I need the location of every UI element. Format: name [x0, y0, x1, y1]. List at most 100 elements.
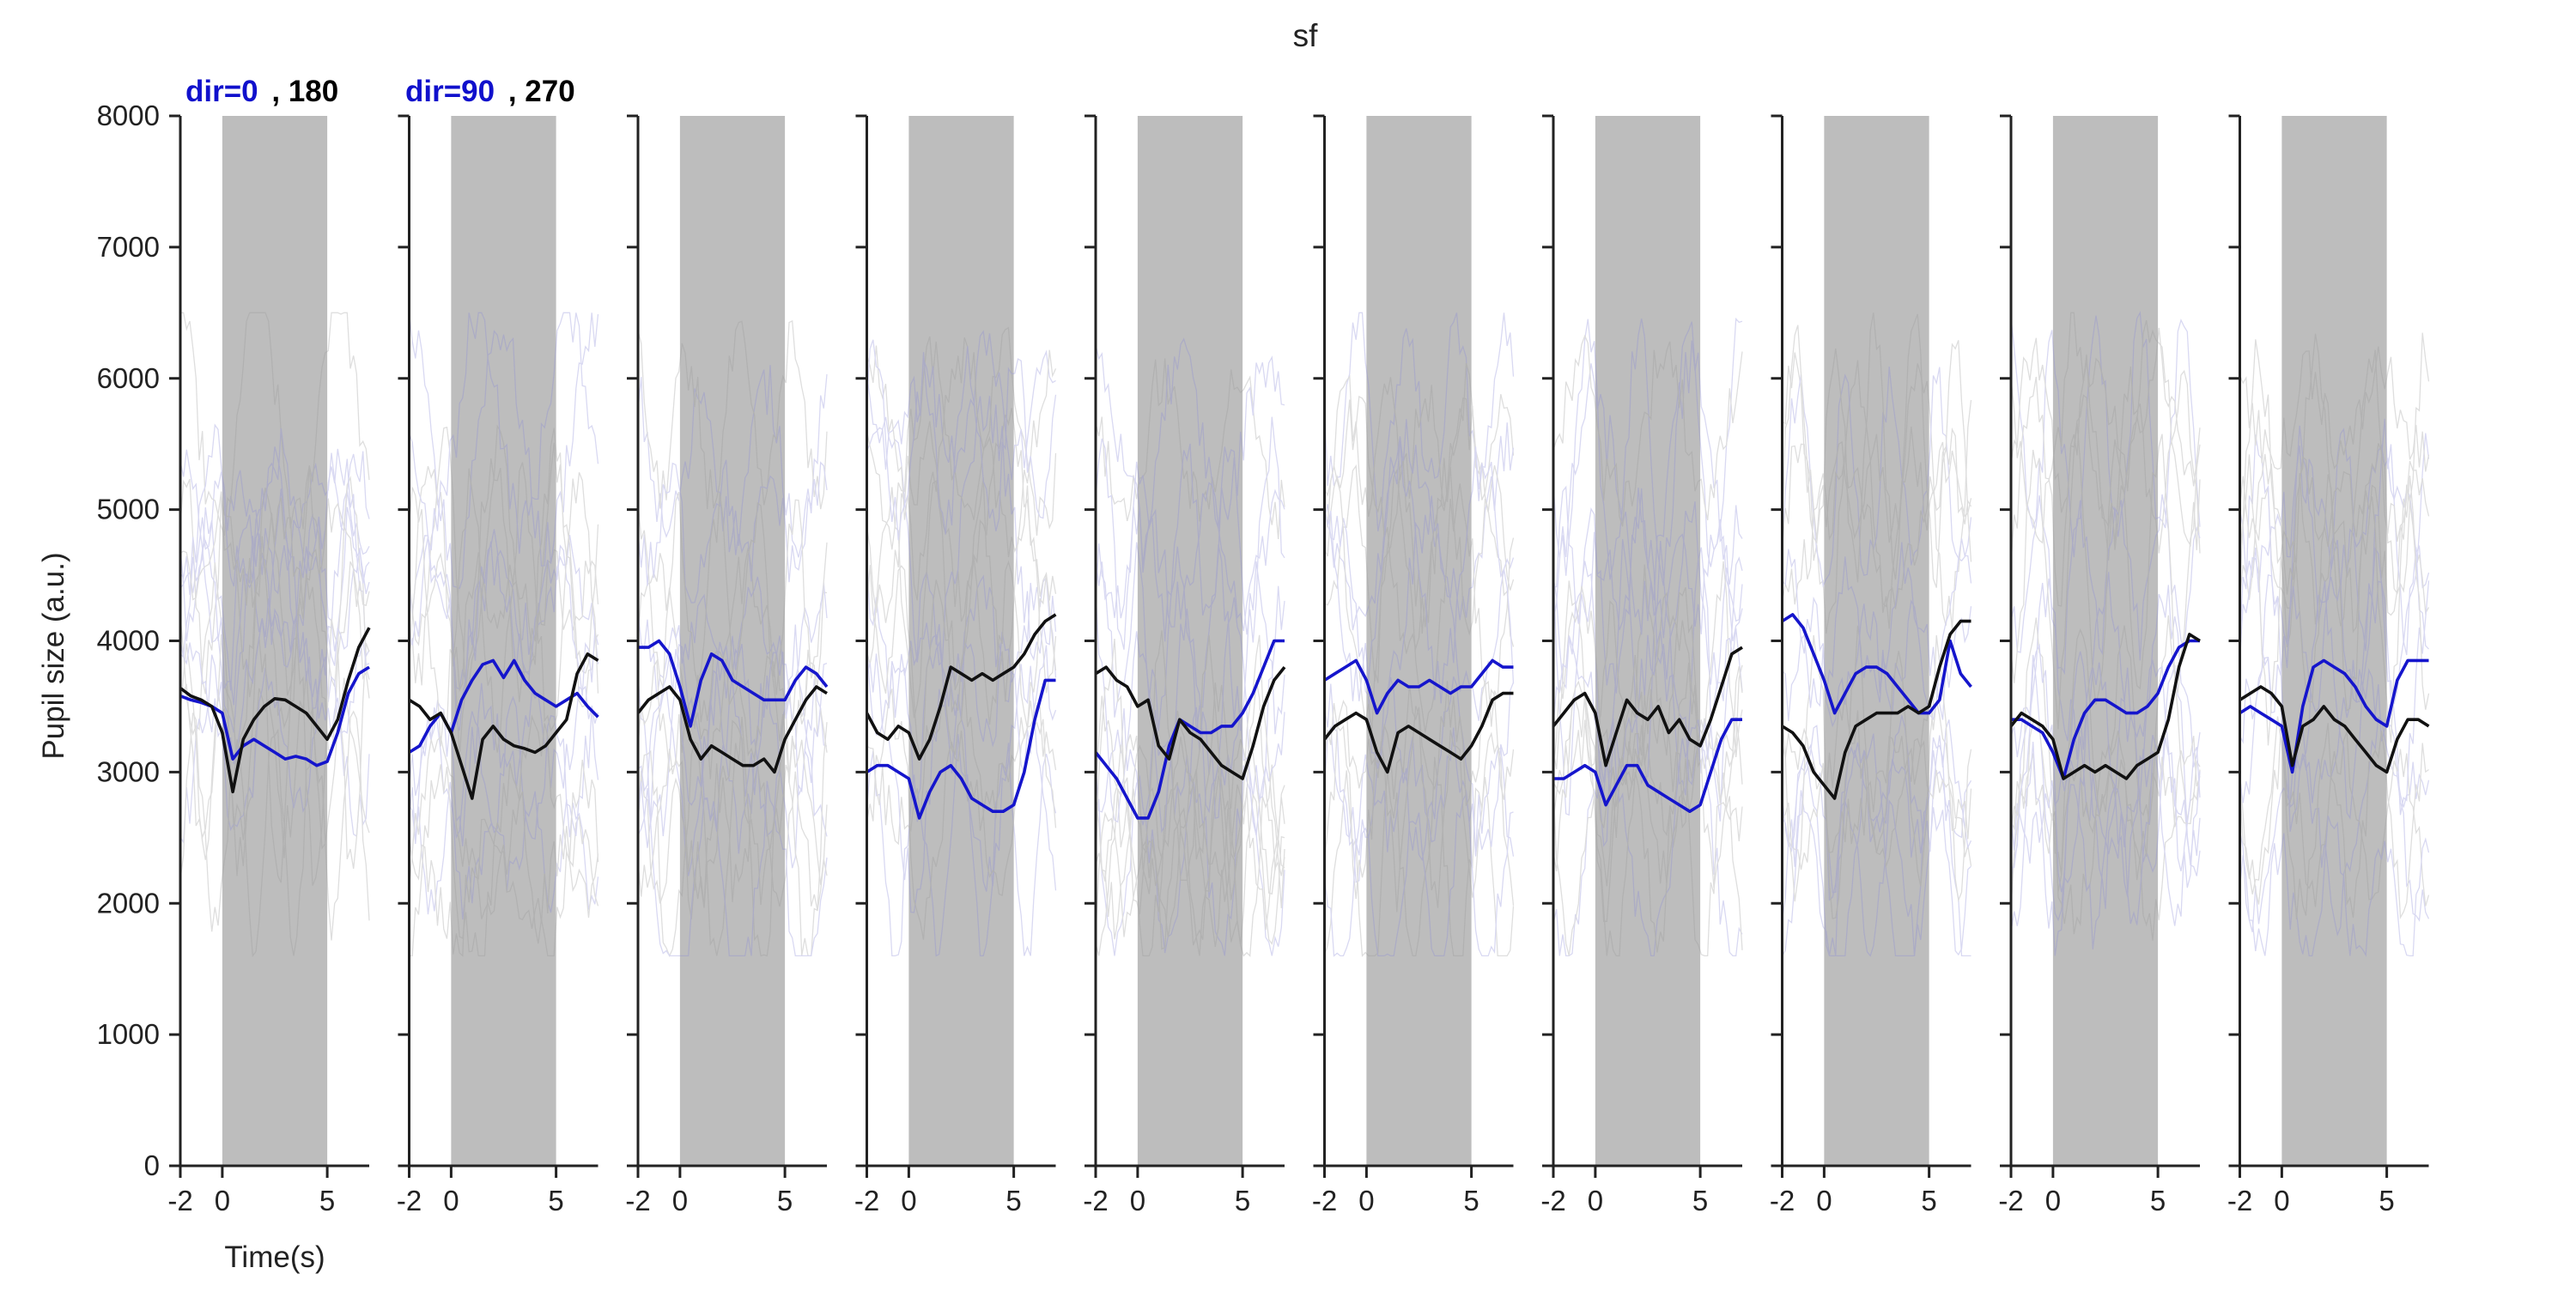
- trial-trace: [2010, 720, 2201, 941]
- y-tick-label: 0: [144, 1149, 160, 1181]
- trial-trace: [2010, 643, 2201, 897]
- trial-trace: [1781, 690, 1972, 870]
- trial-trace: [1552, 718, 1743, 957]
- trial-trace: [179, 533, 370, 706]
- trial-trace: [1323, 680, 1515, 806]
- trial-trace: [2010, 311, 2201, 558]
- x-tick-label: 5: [1005, 1185, 1021, 1216]
- trial-trace: [1095, 482, 1285, 632]
- panel-10: -2 0 5: [2227, 114, 2430, 1216]
- trial-trace: [408, 781, 599, 920]
- trial-trace: [408, 534, 599, 690]
- trial-traces: [1323, 312, 1515, 957]
- trial-trace: [179, 465, 370, 698]
- trial-trace: [2239, 443, 2430, 595]
- trial-traces: [179, 312, 370, 958]
- trial-trace: [866, 678, 1057, 940]
- trial-trace: [637, 719, 828, 908]
- trial-trace: [408, 814, 599, 957]
- trial-trace: [179, 452, 370, 595]
- mean-trace-black: [1095, 665, 1286, 780]
- trial-trace: [1782, 352, 1972, 634]
- trial-trace: [408, 312, 599, 555]
- trial-trace: [1095, 777, 1285, 948]
- x-tick-label: -2: [1312, 1185, 1337, 1216]
- stimulus-window: [222, 116, 328, 1166]
- trial-trace: [1323, 725, 1515, 857]
- trial-trace: [1552, 485, 1743, 642]
- x-tick-label: 0: [2274, 1185, 2289, 1216]
- x-tick-label: -2: [1083, 1185, 1108, 1216]
- mean-trace-black: [1781, 619, 1971, 800]
- trial-trace: [866, 557, 1057, 755]
- x-tick-label: 0: [215, 1185, 230, 1216]
- trial-trace: [866, 477, 1057, 719]
- trial-trace: [1095, 337, 1285, 566]
- trial-trace: [637, 459, 828, 604]
- trial-trace: [1552, 655, 1743, 922]
- trial-trace: [637, 365, 828, 558]
- trial-trace: [2239, 332, 2430, 648]
- stimulus-window: [1137, 116, 1243, 1166]
- trial-trace: [180, 312, 370, 537]
- trial-trace: [637, 547, 828, 731]
- trial-trace: [179, 446, 370, 733]
- trial-trace: [2010, 753, 2201, 892]
- mean-trace-black: [408, 652, 599, 800]
- y-axis-label: Pupil size (a.u.): [37, 552, 70, 759]
- figure-title: sf: [1293, 18, 1319, 53]
- mean-trace-blue: [2239, 658, 2429, 774]
- panel-4: -2 0 5: [854, 114, 1057, 1216]
- trial-trace: [637, 707, 828, 958]
- trial-trace: [866, 408, 1057, 623]
- stimulus-window: [2281, 116, 2387, 1166]
- x-tick-label: 5: [1235, 1185, 1250, 1216]
- y-tick-label: 8000: [97, 100, 160, 131]
- trial-trace: [2010, 312, 2201, 550]
- y-tick-label: 1000: [97, 1018, 160, 1050]
- trial-traces: [2010, 311, 2201, 956]
- trial-trace: [1781, 441, 1972, 610]
- trial-trace: [1095, 358, 1285, 540]
- x-tick-label: 5: [1463, 1185, 1479, 1216]
- trial-trace: [1095, 416, 1285, 650]
- y-tick-label: 5000: [97, 494, 160, 525]
- trial-trace: [1552, 317, 1743, 586]
- mean-trace-black: [865, 613, 1057, 761]
- x-tick-label: -2: [167, 1185, 192, 1216]
- trial-trace: [1781, 733, 1971, 957]
- trial-trace: [1095, 707, 1285, 826]
- x-tick-label: 0: [1358, 1185, 1374, 1216]
- trial-trace: [2010, 423, 2201, 730]
- trial-trace: [637, 763, 828, 919]
- stimulus-window: [1595, 116, 1701, 1166]
- trial-trace: [2239, 346, 2430, 472]
- trial-trace: [2239, 546, 2429, 714]
- trial-trace: [1095, 542, 1285, 735]
- trial-trace: [1323, 439, 1515, 704]
- x-tick-label: 0: [2045, 1185, 2061, 1216]
- mean-trace-blue: [638, 639, 829, 728]
- trial-trace: [408, 549, 599, 693]
- mean-trace-blue: [1781, 613, 1972, 715]
- panel-2: -2 0 5: [397, 114, 599, 1216]
- trial-trace: [2010, 572, 2201, 767]
- x-tick-label: -2: [2227, 1185, 2252, 1216]
- trial-trace: [408, 442, 599, 756]
- trial-trace: [866, 694, 1057, 846]
- trial-trace: [1323, 706, 1515, 913]
- stimulus-window: [2052, 116, 2159, 1166]
- trial-trace: [1782, 596, 1972, 728]
- panel-5: -2 0 5: [1083, 114, 1286, 1216]
- x-tick-label: -2: [1540, 1185, 1565, 1216]
- x-tick-label: -2: [854, 1185, 879, 1216]
- trial-trace: [1323, 676, 1515, 883]
- trial-trace: [866, 326, 1057, 550]
- x-tick-label: 5: [548, 1185, 563, 1216]
- trial-trace: [637, 624, 828, 838]
- trial-trace: [2239, 444, 2430, 592]
- stimulus-window: [908, 116, 1014, 1166]
- mean-trace-black: [2239, 685, 2430, 774]
- trial-trace: [866, 555, 1057, 719]
- trial-trace: [179, 598, 370, 765]
